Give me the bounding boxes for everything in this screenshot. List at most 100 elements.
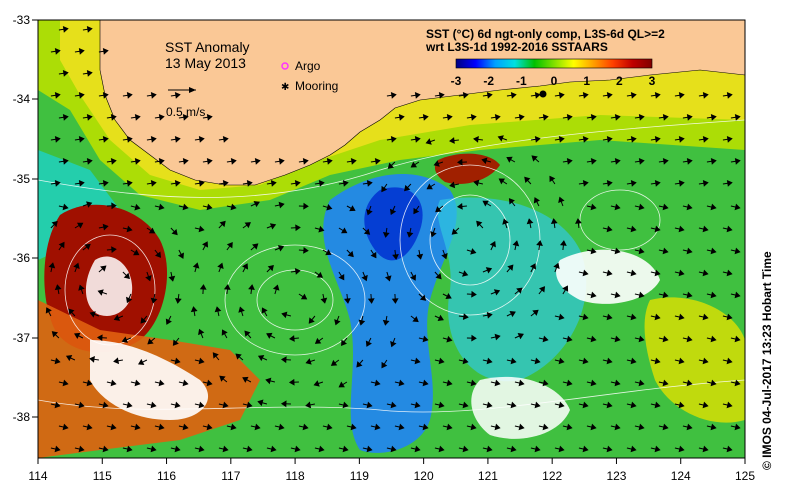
velocity-arrowhead — [470, 423, 477, 431]
velocity-arrowhead — [558, 91, 565, 99]
velocity-arrowhead — [590, 423, 597, 431]
velocity-arrowhead — [341, 339, 347, 347]
velocity-arrowhead — [102, 47, 109, 55]
velocity-arrowhead — [726, 179, 733, 187]
velocity-arrowhead — [62, 203, 69, 211]
velocity-arrowhead — [165, 318, 172, 325]
velocity-arrowhead — [533, 197, 540, 204]
velocity-arrowhead — [342, 445, 349, 453]
velocity-arrowhead — [54, 91, 61, 99]
velocity-arrowhead — [212, 352, 219, 359]
velocity-arrowhead — [390, 91, 397, 99]
velocity-arrowhead — [726, 313, 733, 321]
velocity-arrowhead — [494, 113, 501, 121]
velocity-arrowhead — [630, 135, 637, 143]
velocity-arrowhead — [582, 313, 589, 321]
velocity-arrowhead — [590, 379, 597, 387]
velocity-arrowhead — [86, 69, 93, 77]
velocity-arrowhead — [219, 375, 226, 382]
velocity-arrowhead — [734, 247, 741, 255]
warm-eddy-core — [85, 256, 133, 316]
colorbar-ramp — [455, 58, 653, 69]
velocity-arrowhead — [493, 289, 501, 296]
velocity-arrowhead — [326, 157, 333, 165]
velocity-arrowhead — [534, 357, 541, 365]
colorbar-title-1: SST (°C) 6d ngt-only comp, L3S-6d QL>=2 — [426, 27, 665, 41]
velocity-arrowhead — [590, 113, 597, 121]
velocity-arrowhead — [702, 357, 709, 365]
velocity-arrowhead — [65, 355, 73, 362]
velocity-arrowhead — [110, 113, 117, 121]
velocity-arrowhead — [182, 157, 189, 165]
velocity-arrowhead — [171, 228, 178, 236]
velocity-arrowhead — [126, 179, 133, 187]
vector-scale-label: 0.5 m/s — [166, 105, 205, 119]
velocity-arrowhead — [606, 445, 613, 453]
velocity-arrowhead — [198, 445, 205, 453]
velocity-arrowhead — [614, 335, 621, 343]
vector-scale: 0.5 m/s — [166, 87, 205, 119]
velocity-arrowhead — [542, 335, 549, 343]
velocity-arrowhead — [78, 91, 85, 99]
velocity-arrowhead — [471, 334, 477, 342]
velocity-arrowhead — [686, 423, 693, 431]
velocity-arrowhead — [214, 306, 222, 313]
velocity-arrowhead — [502, 218, 509, 225]
velocity-arrowhead — [462, 357, 469, 365]
cloud-gaps-east — [556, 249, 660, 304]
velocity-arrowhead — [190, 306, 198, 313]
mooring-marker — [539, 90, 547, 98]
velocity-arrowhead — [278, 423, 285, 431]
velocity-arrowhead — [734, 335, 741, 343]
velocity-arrowhead — [198, 328, 205, 336]
velocity-arrowhead — [470, 248, 477, 255]
argo-label: Argo — [295, 59, 321, 73]
velocity-arrowhead — [382, 319, 390, 326]
velocity-arrowhead — [248, 284, 255, 290]
velocity-arrowhead — [414, 91, 421, 99]
velocity-arrowhead — [457, 203, 463, 210]
velocity-arrowhead — [590, 203, 597, 211]
velocity-arrowhead — [726, 91, 733, 99]
velocity-arrowhead — [654, 91, 661, 99]
velocity-arrowhead — [145, 275, 152, 282]
velocity-arrowhead — [710, 423, 717, 431]
velocity-arrowhead — [410, 274, 417, 281]
velocity-arrowhead — [102, 179, 109, 187]
velocity-arrowhead — [303, 246, 309, 254]
velocity-arrowhead — [398, 379, 405, 387]
velocity-arrowhead — [446, 335, 453, 343]
velocity-arrowhead — [686, 291, 693, 299]
velocity-arrowhead — [266, 332, 273, 339]
velocity-arrowhead — [110, 157, 117, 165]
velocity-arrowhead — [702, 313, 709, 321]
velocity-arrowhead — [422, 335, 429, 343]
velocity-arrowhead — [710, 113, 717, 121]
velocity-arrowhead — [566, 379, 573, 387]
velocity-arrowhead — [280, 400, 287, 408]
x-tick-label: 115 — [93, 469, 112, 483]
velocity-arrowhead — [662, 113, 669, 121]
velocity-arrowhead — [390, 135, 397, 143]
velocity-arrowhead — [510, 357, 517, 365]
velocity-arrowhead — [614, 379, 621, 387]
velocity-arrowhead — [182, 379, 189, 387]
velocity-arrowhead — [280, 356, 287, 364]
velocity-arrowhead — [344, 298, 351, 304]
velocity-arrowhead — [206, 157, 213, 165]
velocity-arrowhead — [398, 423, 405, 431]
velocity-arrowhead — [562, 285, 569, 292]
velocity-arrowhead — [51, 220, 58, 228]
x-tick-label: 116 — [157, 469, 176, 483]
velocity-arrowhead — [512, 240, 520, 247]
velocity-arrowhead — [158, 423, 165, 431]
velocity-arrowhead — [404, 184, 411, 192]
velocity-arrowhead — [414, 135, 421, 143]
velocity-arrowhead — [246, 445, 253, 453]
velocity-arrowhead — [438, 401, 445, 409]
velocity-arrowhead — [370, 251, 377, 259]
velocity-arrowhead — [558, 357, 565, 365]
velocity-arrowhead — [638, 157, 645, 165]
mooring-label: Mooring — [295, 79, 338, 93]
velocity-arrowhead — [48, 262, 56, 269]
